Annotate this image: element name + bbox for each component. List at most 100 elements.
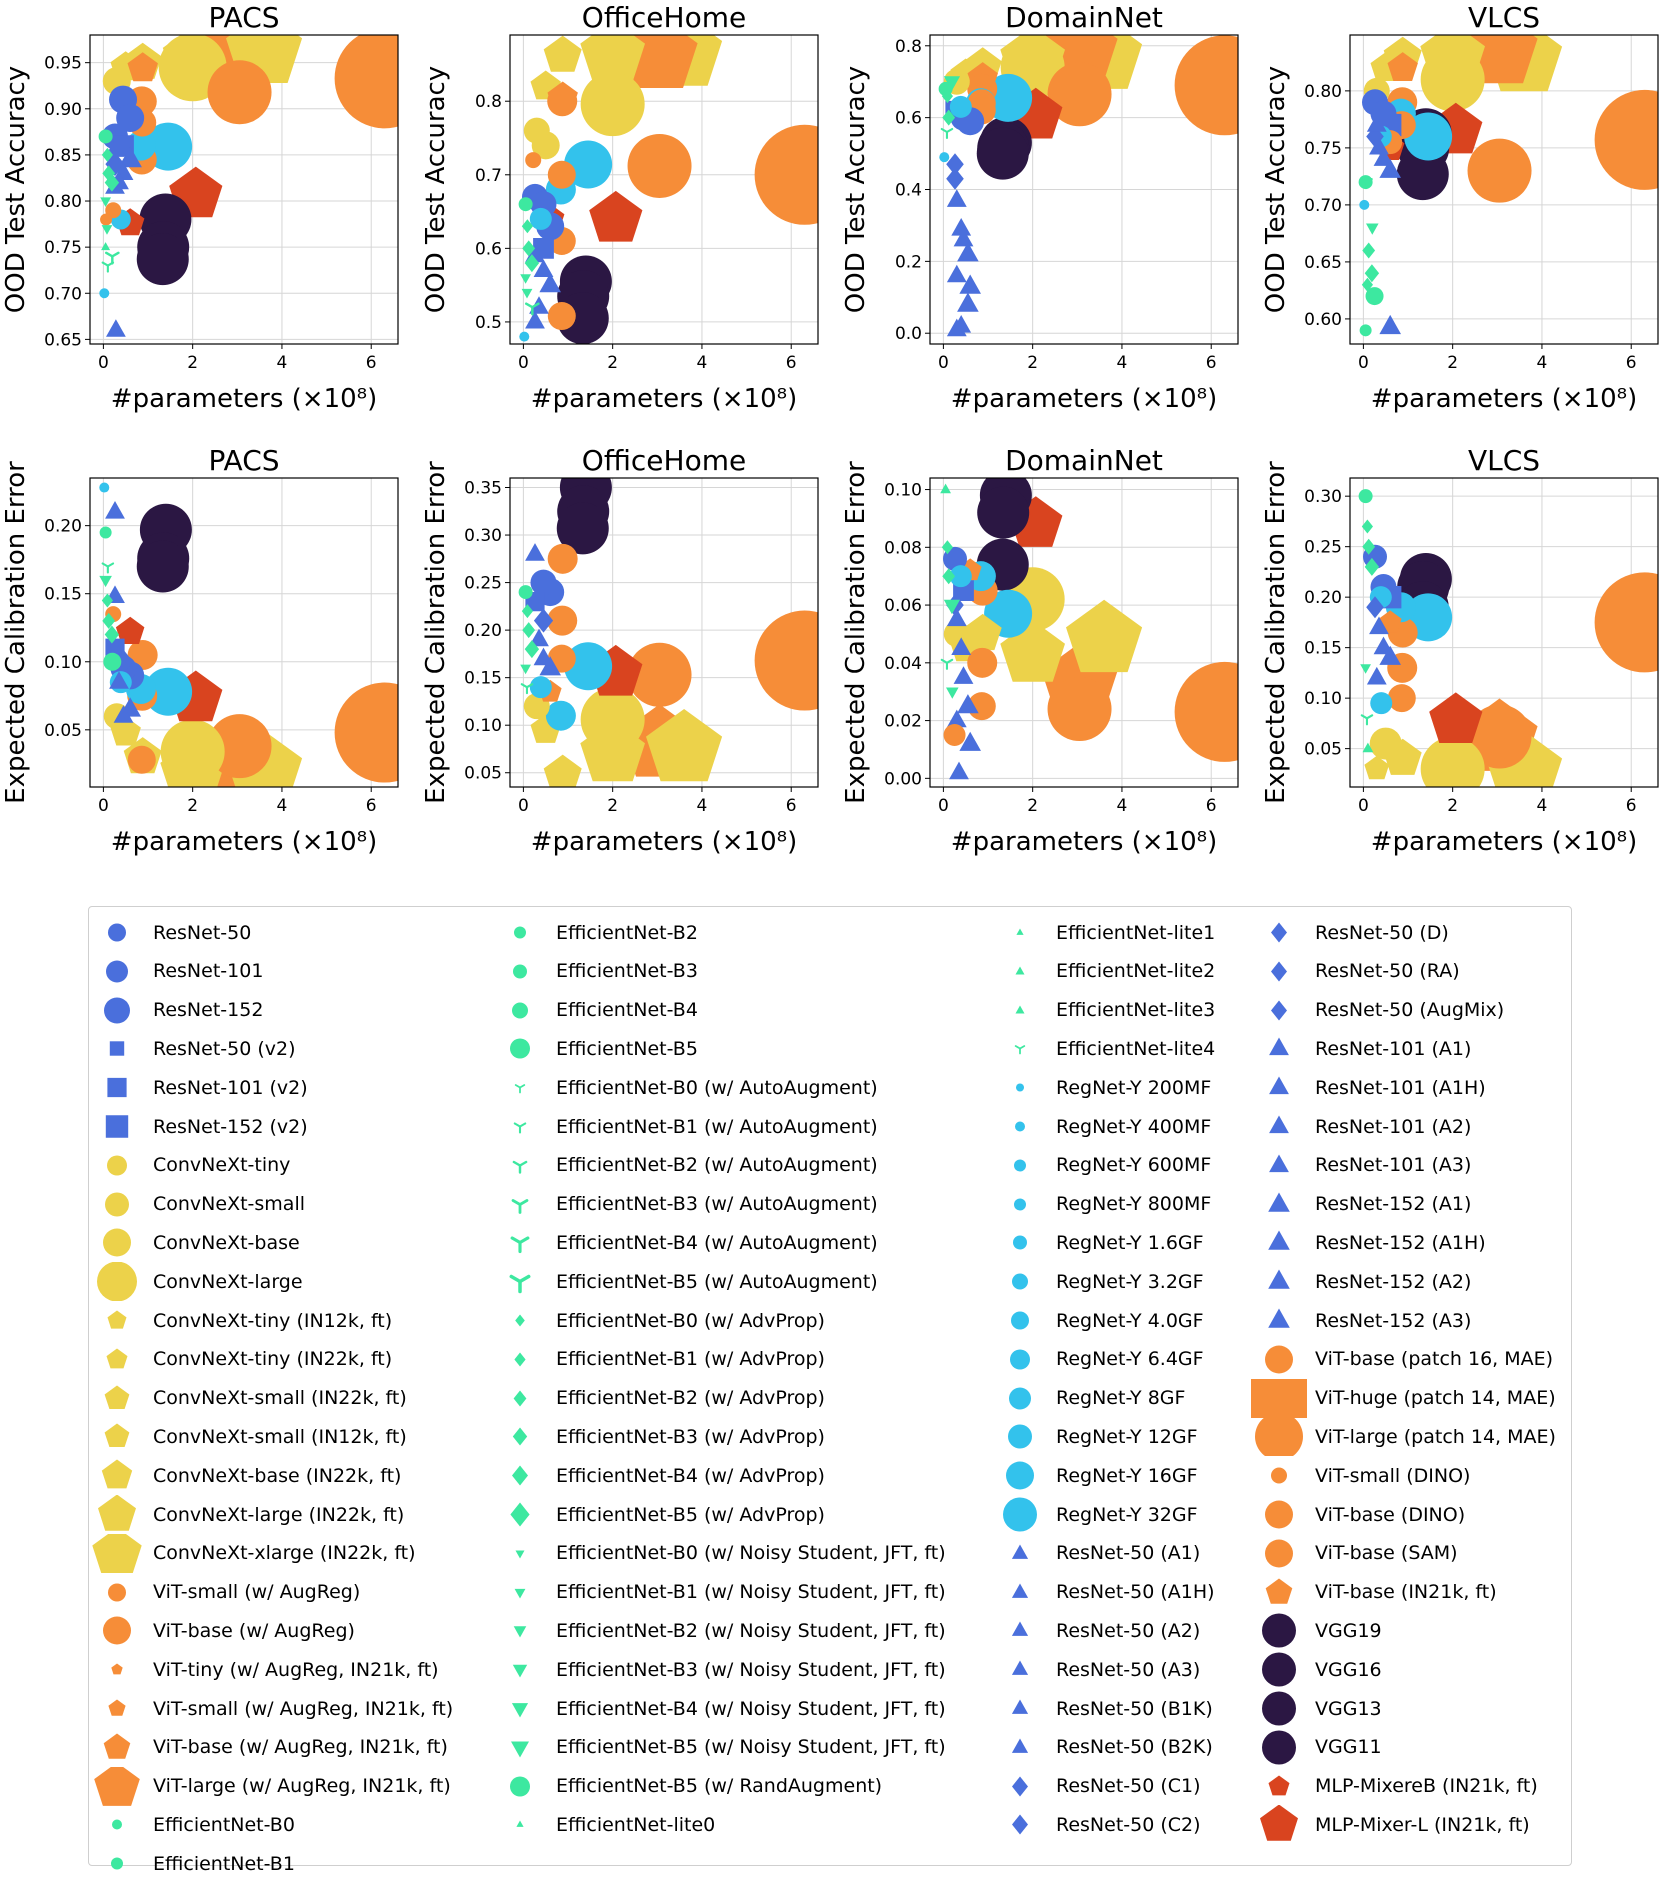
legend-marker-shape bbox=[1008, 1424, 1032, 1449]
data-point bbox=[529, 207, 552, 230]
data-point bbox=[547, 543, 578, 574]
legend-label: EfficientNet-B2 bbox=[556, 921, 698, 944]
y-tick-label: 0.25 bbox=[1304, 538, 1342, 558]
data-point bbox=[1467, 704, 1532, 769]
legend-label: ResNet-50 (B1K) bbox=[1056, 1697, 1213, 1720]
legend-item: EfficientNet-B1 bbox=[89, 1844, 295, 1883]
legend-label: RegNet-Y 200MF bbox=[1056, 1076, 1212, 1099]
data-point bbox=[754, 124, 818, 225]
legend-marker bbox=[511, 1741, 529, 1758]
y-tick-label: 0.25 bbox=[464, 574, 502, 594]
data-point bbox=[1369, 727, 1402, 760]
legend-marker-shape bbox=[1265, 1500, 1293, 1529]
x-tick-label: 2 bbox=[607, 796, 618, 816]
y-tick-label: 0.30 bbox=[1304, 487, 1342, 507]
data-point bbox=[943, 620, 970, 647]
legend-marker-shape bbox=[1271, 1467, 1287, 1484]
legend-label: EfficientNet-lite0 bbox=[556, 1813, 716, 1836]
legend-label: EfficientNet-B2 (w/ AutoAugment) bbox=[556, 1154, 878, 1177]
y-tick-label: 0.0 bbox=[895, 324, 922, 344]
y-axis-label: OOD Test Accuracy bbox=[1, 66, 31, 313]
data-point bbox=[104, 173, 120, 192]
legend-item: VGG11 bbox=[1251, 1728, 1382, 1767]
legend-label: ViT-base (patch 16, MAE) bbox=[1315, 1348, 1554, 1371]
y-tick-label: 0.90 bbox=[44, 100, 82, 120]
y-tick-label: 0.75 bbox=[44, 238, 82, 258]
legend-marker-shape bbox=[1262, 1613, 1296, 1648]
points-layer bbox=[938, 35, 1238, 337]
data-point bbox=[521, 604, 533, 619]
y-tick-label: 0.60 bbox=[1304, 310, 1342, 330]
legend-marker-shape bbox=[512, 1465, 528, 1486]
data-point bbox=[1174, 35, 1238, 136]
x-axis-label: #parameters (×10⁸) bbox=[951, 827, 1217, 857]
y-tick-label: 0.4 bbox=[895, 181, 922, 201]
legend-label: ResNet-152 (v2) bbox=[153, 1115, 308, 1138]
legend-marker bbox=[1268, 1192, 1290, 1212]
chart-panel: 0 2 4 6 0.05 0.10 0.15 0.20 PACS #parameters (×10… bbox=[1, 444, 399, 857]
legend-label: ResNet-50 (A2) bbox=[1056, 1619, 1201, 1642]
data-point bbox=[1387, 684, 1416, 713]
legend-marker bbox=[1268, 1308, 1290, 1328]
legend-marker-shape bbox=[1269, 1154, 1289, 1172]
x-tick-label: 0 bbox=[518, 796, 529, 816]
data-point bbox=[949, 95, 972, 118]
legend-item: ViT-large (patch 14, MAE) bbox=[1251, 1417, 1556, 1457]
x-tick-label: 0 bbox=[1358, 796, 1369, 816]
legend-item: ResNet-50 (A3) bbox=[992, 1650, 1200, 1689]
data-point bbox=[1365, 287, 1384, 306]
legend-marker-shape bbox=[104, 1385, 130, 1409]
legend-item: RegNet-Y 32GF bbox=[992, 1495, 1198, 1534]
legend-marker bbox=[1013, 1235, 1027, 1250]
legend-marker bbox=[103, 1228, 131, 1257]
legend-marker bbox=[94, 1766, 140, 1806]
legend-label: EfficientNet-B1 (w/ Noisy Student, JFT, … bbox=[556, 1581, 946, 1604]
legend-marker-shape bbox=[513, 1390, 527, 1407]
data-point bbox=[101, 147, 113, 162]
legend-label: ResNet-101 (v2) bbox=[153, 1076, 308, 1099]
legend-marker-shape bbox=[1010, 1349, 1030, 1370]
points-layer bbox=[518, 35, 818, 344]
data-point bbox=[627, 642, 692, 707]
data-point bbox=[522, 622, 536, 639]
legend-marker bbox=[1251, 1378, 1307, 1418]
legend: ResNet-50 ResNet-101 ResNet-152 ResNet-50 (… bbox=[88, 906, 1572, 1875]
legend-marker bbox=[511, 1198, 529, 1214]
legend-item: EfficientNet-B5 (w/ Noisy Student, JFT, … bbox=[492, 1728, 946, 1767]
data-point bbox=[1174, 661, 1238, 762]
legend-item: MLP-Mixer-L (IN21k, ft) bbox=[1251, 1805, 1530, 1844]
y-tick-label: 0.85 bbox=[44, 146, 82, 166]
legend-marker bbox=[514, 926, 526, 939]
legend-label: VGG13 bbox=[1315, 1697, 1382, 1720]
legend-marker-shape bbox=[516, 1820, 524, 1828]
data-point bbox=[113, 705, 134, 723]
x-axis-label: #parameters (×10⁸) bbox=[111, 384, 377, 414]
points-layer bbox=[98, 35, 398, 337]
legend-item: RegNet-Y 800MF bbox=[992, 1185, 1211, 1224]
legend-marker-shape bbox=[514, 926, 526, 939]
legend-item: MLP-MixereB (IN21k, ft) bbox=[1251, 1767, 1538, 1806]
legend-item: ResNet-50 (B1K) bbox=[992, 1689, 1213, 1728]
legend-marker bbox=[105, 1192, 129, 1217]
legend-label: EfficientNet-B5 (w/ AutoAugment) bbox=[556, 1270, 878, 1293]
legend-item: ResNet-50 (C2) bbox=[992, 1805, 1201, 1844]
data-point bbox=[525, 310, 545, 329]
legend-marker-shape bbox=[511, 1198, 529, 1214]
legend-marker bbox=[1016, 1083, 1024, 1092]
data-point bbox=[564, 140, 613, 189]
x-tick-label: 4 bbox=[277, 796, 288, 816]
legend-marker bbox=[512, 1465, 528, 1486]
legend-item: ConvNeXt-large bbox=[89, 1262, 303, 1302]
legend-label: ViT-small (w/ AugReg) bbox=[153, 1581, 361, 1604]
legend-marker bbox=[112, 1819, 122, 1830]
data-point bbox=[115, 616, 145, 644]
legend-marker bbox=[1015, 1005, 1025, 1014]
legend-item: RegNet-Y 8GF bbox=[992, 1379, 1185, 1418]
legend-label: RegNet-Y 8GF bbox=[1056, 1387, 1186, 1410]
legend-label: ResNet-101 (A1) bbox=[1315, 1037, 1472, 1060]
legend-item: VGG16 bbox=[1251, 1650, 1382, 1689]
legend-label: ResNet-50 (v2) bbox=[153, 1037, 296, 1060]
x-tick-label: 2 bbox=[607, 353, 618, 373]
legend-label: EfficientNet-lite1 bbox=[1056, 921, 1216, 944]
data-point bbox=[101, 225, 113, 235]
